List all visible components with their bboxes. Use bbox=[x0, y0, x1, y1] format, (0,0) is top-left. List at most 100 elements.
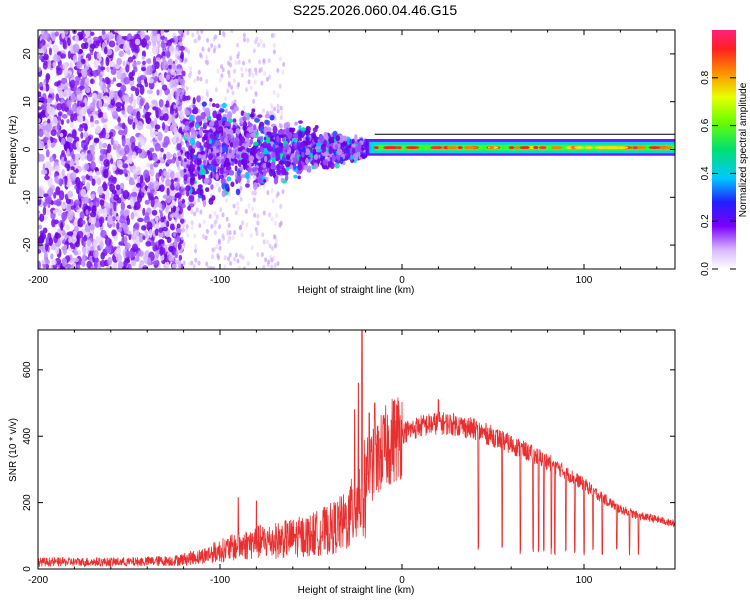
spectrogram-cell bbox=[45, 195, 52, 204]
spectrogram-cell bbox=[60, 77, 68, 85]
spectrogram-cell bbox=[165, 50, 171, 59]
spectrogram-cell bbox=[153, 156, 159, 162]
spectrogram-cell bbox=[271, 198, 275, 204]
spectrogram-cell bbox=[165, 179, 172, 187]
spectrogram-cell bbox=[216, 253, 220, 259]
spectrogram-cell bbox=[210, 165, 217, 172]
spectrogram-cell bbox=[69, 158, 74, 167]
spectrogram-cell bbox=[130, 93, 134, 103]
spectrogram-cell bbox=[123, 259, 128, 268]
spectrogram-cell bbox=[107, 215, 113, 225]
spectrogram-cell bbox=[293, 164, 297, 171]
snr-axes: -200 -100 0 100 0 200 400 600 bbox=[22, 330, 675, 586]
band-peak bbox=[514, 146, 520, 150]
spectrogram-cell bbox=[225, 197, 229, 203]
spectrogram-cell bbox=[257, 114, 263, 118]
spectrogram-cell bbox=[246, 115, 250, 121]
spectrogram-cell bbox=[101, 128, 106, 139]
spectrogram-cell bbox=[85, 57, 89, 67]
spectrogram-cell bbox=[177, 261, 182, 269]
spectrogram-cell bbox=[38, 224, 43, 230]
spectrogram-cell bbox=[174, 217, 178, 223]
snr-panel: -200 -100 0 100 0 200 400 600 Height of straigh… bbox=[8, 329, 676, 596]
spectrogram-cell bbox=[58, 190, 65, 201]
spectrogram-cell bbox=[171, 116, 175, 126]
spectrogram-cell bbox=[183, 174, 188, 182]
spectrogram-cell bbox=[149, 147, 155, 153]
spectrogram-cell bbox=[218, 77, 222, 83]
spectrogram-cell bbox=[160, 216, 165, 223]
spectrogram-cell bbox=[62, 61, 68, 70]
spectrogram-cell bbox=[161, 122, 166, 131]
spectrogram-cell bbox=[121, 110, 126, 115]
spectrogram-cell bbox=[276, 92, 280, 98]
x-tick-label: -100 bbox=[210, 575, 230, 586]
spectrogram-cell bbox=[202, 159, 206, 165]
spectrogram-cell bbox=[109, 183, 116, 193]
spectrogram-cell bbox=[185, 190, 190, 197]
colorbar-tick-label: 0.0 bbox=[700, 262, 711, 276]
spectrogram-cell bbox=[91, 70, 98, 75]
spectrogram-ylabel: Frequency (Hz) bbox=[8, 116, 19, 185]
spectrogram-cell bbox=[174, 239, 178, 248]
spectrogram-cell bbox=[112, 143, 117, 151]
spectrogram-cell bbox=[154, 142, 161, 152]
spectrogram-cell bbox=[278, 56, 282, 62]
spectrogram-cell bbox=[117, 169, 124, 175]
spectrogram-cell bbox=[141, 187, 146, 193]
spectrogram-cell bbox=[275, 152, 279, 161]
spectrogram-cell bbox=[54, 165, 61, 172]
spectrogram-cell bbox=[121, 236, 125, 244]
spectrogram-cell bbox=[166, 237, 172, 244]
spectrogram-cell bbox=[67, 190, 74, 198]
spectrogram-cell bbox=[152, 180, 160, 191]
spectrogram-cell bbox=[50, 142, 55, 148]
x-tick-label: 0 bbox=[399, 275, 405, 286]
spectrogram-cell bbox=[195, 140, 201, 149]
spectrogram-cell bbox=[67, 37, 71, 46]
spectrogram-cell bbox=[221, 233, 225, 239]
spectrogram-cell bbox=[313, 162, 319, 170]
spectrogram-cell bbox=[272, 90, 276, 96]
spectrogram-cell bbox=[214, 34, 218, 40]
spectrogram-cell bbox=[209, 120, 215, 127]
spectrogram-cell bbox=[106, 78, 111, 85]
spectrogram-cell bbox=[82, 177, 86, 185]
spectrogram-cell bbox=[186, 49, 190, 55]
spectrogram-cell bbox=[178, 254, 183, 261]
spectrogram-cell bbox=[110, 68, 117, 75]
spectrogram-cell bbox=[166, 39, 173, 46]
spectrogram-cell bbox=[233, 139, 240, 147]
spectrogram-cell bbox=[157, 239, 165, 245]
spectrogram-cell bbox=[279, 134, 285, 139]
spectrogram-cell bbox=[233, 68, 237, 74]
spectrogram-cell bbox=[252, 124, 257, 131]
spectrogram-cell bbox=[38, 260, 41, 269]
spectrogram-cell bbox=[234, 154, 241, 158]
spectrogram-cell bbox=[111, 164, 117, 172]
spectrogram-cell bbox=[205, 228, 209, 234]
spectrogram-cell bbox=[198, 129, 203, 136]
spectrogram-cell bbox=[89, 51, 94, 56]
spectrogram-cell bbox=[55, 93, 60, 102]
spectrogram-cell bbox=[66, 119, 70, 124]
spectrogram-cell bbox=[244, 87, 248, 93]
spectrogram-cell bbox=[74, 241, 80, 248]
spectrogram-cell bbox=[121, 122, 126, 130]
spectrogram-cell bbox=[146, 89, 154, 95]
spectrogram-cell bbox=[51, 107, 56, 117]
spectrogram-cell bbox=[235, 128, 241, 135]
spectrogram-cell bbox=[71, 263, 75, 269]
spectrogram-cell bbox=[148, 78, 154, 84]
spectrogram-cell bbox=[110, 192, 114, 202]
spectrogram-cell bbox=[236, 206, 240, 212]
spectrogram-cell bbox=[215, 182, 219, 188]
spectrogram-cell bbox=[94, 261, 99, 269]
spectrogram-cell bbox=[178, 214, 182, 220]
spectrogram-cell bbox=[198, 223, 202, 229]
spectrogram-cell bbox=[45, 263, 50, 269]
y-tick-label: -10 bbox=[22, 190, 33, 205]
spectrogram-cell bbox=[200, 150, 205, 155]
spectrogram-cell bbox=[183, 190, 187, 196]
spectrogram-cell bbox=[178, 122, 182, 128]
